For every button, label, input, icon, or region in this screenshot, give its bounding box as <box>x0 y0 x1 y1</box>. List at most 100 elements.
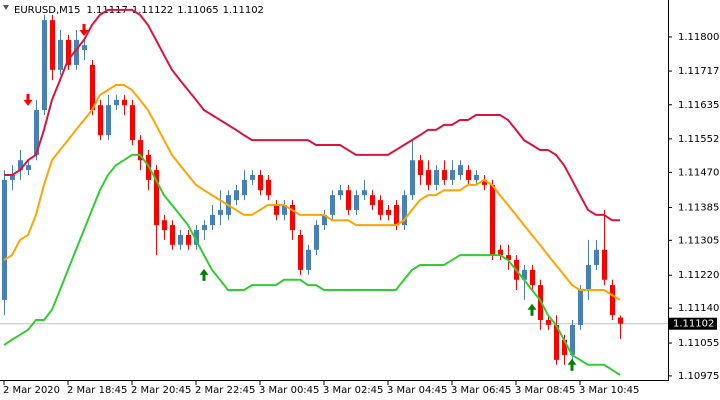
candle-body <box>570 324 575 355</box>
candle-body <box>98 105 103 136</box>
x-tick-label: 2 Mar 18:45 <box>67 385 127 396</box>
candle-body <box>602 249 607 280</box>
candle-body <box>330 195 335 215</box>
candle-body <box>394 204 399 226</box>
candle-body <box>522 269 527 280</box>
candle-body <box>530 269 535 286</box>
sell-arrow <box>79 23 89 36</box>
candle-body <box>426 170 431 185</box>
candle-body <box>562 339 567 355</box>
candle-body <box>42 20 47 111</box>
candle-body <box>266 179 271 196</box>
candle-body <box>210 214 215 226</box>
x-tick-label: 2 Mar 22:45 <box>195 385 255 396</box>
candle-body <box>362 190 367 196</box>
candle-body <box>578 290 583 325</box>
candle-body <box>322 214 327 226</box>
x-tick-label: 3 Mar 06:45 <box>451 385 511 396</box>
candle-body <box>258 175 263 191</box>
candle-body <box>466 170 471 180</box>
candle-body <box>386 209 391 215</box>
candle-body <box>242 179 247 196</box>
candle-body <box>138 140 143 161</box>
candle-body <box>418 160 423 176</box>
candle-body <box>346 190 351 210</box>
band-line <box>3 153 621 376</box>
buy-arrow <box>567 358 577 371</box>
candle-body <box>306 249 311 270</box>
candle-body <box>274 204 279 215</box>
candle-body <box>290 204 295 231</box>
buy-arrow <box>527 303 537 316</box>
band-line <box>4 8 620 222</box>
candle-body <box>130 105 135 141</box>
y-tick-label: 1.11470 <box>678 168 719 179</box>
candle-body <box>170 225 175 245</box>
band-line <box>3 84 621 301</box>
candle-body <box>58 39 63 70</box>
candle-body <box>74 39 79 65</box>
candle-body <box>202 225 207 231</box>
candle-body <box>410 160 415 196</box>
candle-body <box>18 160 23 171</box>
candle-body <box>450 170 455 180</box>
last-low: 1.11065 <box>177 5 218 16</box>
y-tick-label: 1.11552 <box>678 134 719 145</box>
candle-body <box>114 99 119 106</box>
candle-body <box>498 249 503 256</box>
buy-arrow <box>199 268 209 281</box>
candle-body <box>458 165 463 176</box>
candle-body <box>186 234 191 245</box>
candle-body <box>66 39 71 65</box>
y-tick-label: 1.11717 <box>678 66 719 77</box>
candle-body <box>90 64 95 111</box>
candle-body <box>586 264 591 291</box>
candle-body <box>434 170 439 185</box>
x-tick-label: 3 Mar 04:45 <box>387 385 447 396</box>
x-tick-label: 3 Mar 00:45 <box>259 385 319 396</box>
candle-body <box>282 204 287 215</box>
current-price-box <box>669 317 717 330</box>
last-close: 1.11102 <box>223 5 264 16</box>
x-tick-label: 3 Mar 10:45 <box>579 385 639 396</box>
candle-body <box>194 230 199 245</box>
candle-body <box>554 324 559 360</box>
candle-body <box>354 195 359 210</box>
candle-body <box>106 105 111 136</box>
candle-body <box>378 200 383 215</box>
candle-body <box>610 285 615 316</box>
y-tick-label: 1.11055 <box>678 338 719 349</box>
candle-body <box>122 99 127 106</box>
candle-body <box>474 175 479 180</box>
y-tick-label: 1.11800 <box>678 32 719 43</box>
candle-body <box>50 20 55 70</box>
candle-body <box>10 175 15 180</box>
x-tick-label: 3 Mar 02:45 <box>323 385 383 396</box>
candle-body <box>218 209 223 215</box>
candle-body <box>402 195 407 226</box>
header-icon <box>3 5 9 10</box>
last-high: 1.11122 <box>132 5 173 16</box>
sell-arrow <box>23 93 33 106</box>
y-tick-label: 1.11305 <box>678 235 719 246</box>
candle-body <box>506 255 511 261</box>
candle-body <box>618 317 623 324</box>
candle-body <box>34 110 39 155</box>
candle-body <box>26 165 31 171</box>
y-tick-label: 1.11220 <box>678 270 719 281</box>
x-tick-label: 3 Mar 08:45 <box>515 385 575 396</box>
candle-body <box>162 220 167 231</box>
candle-body <box>490 184 495 256</box>
candle-body <box>482 179 487 185</box>
candle-body <box>250 175 255 180</box>
candle-body <box>234 190 239 201</box>
candle-body <box>594 249 599 265</box>
symbol: EURUSD,M15 <box>14 5 80 16</box>
candle-body <box>338 190 343 196</box>
y-tick-label: 1.11385 <box>678 202 719 213</box>
candle-body <box>178 234 183 245</box>
x-tick-label: 2 Mar 20:45 <box>131 385 191 396</box>
y-tick-label: 1.10975 <box>678 371 719 382</box>
